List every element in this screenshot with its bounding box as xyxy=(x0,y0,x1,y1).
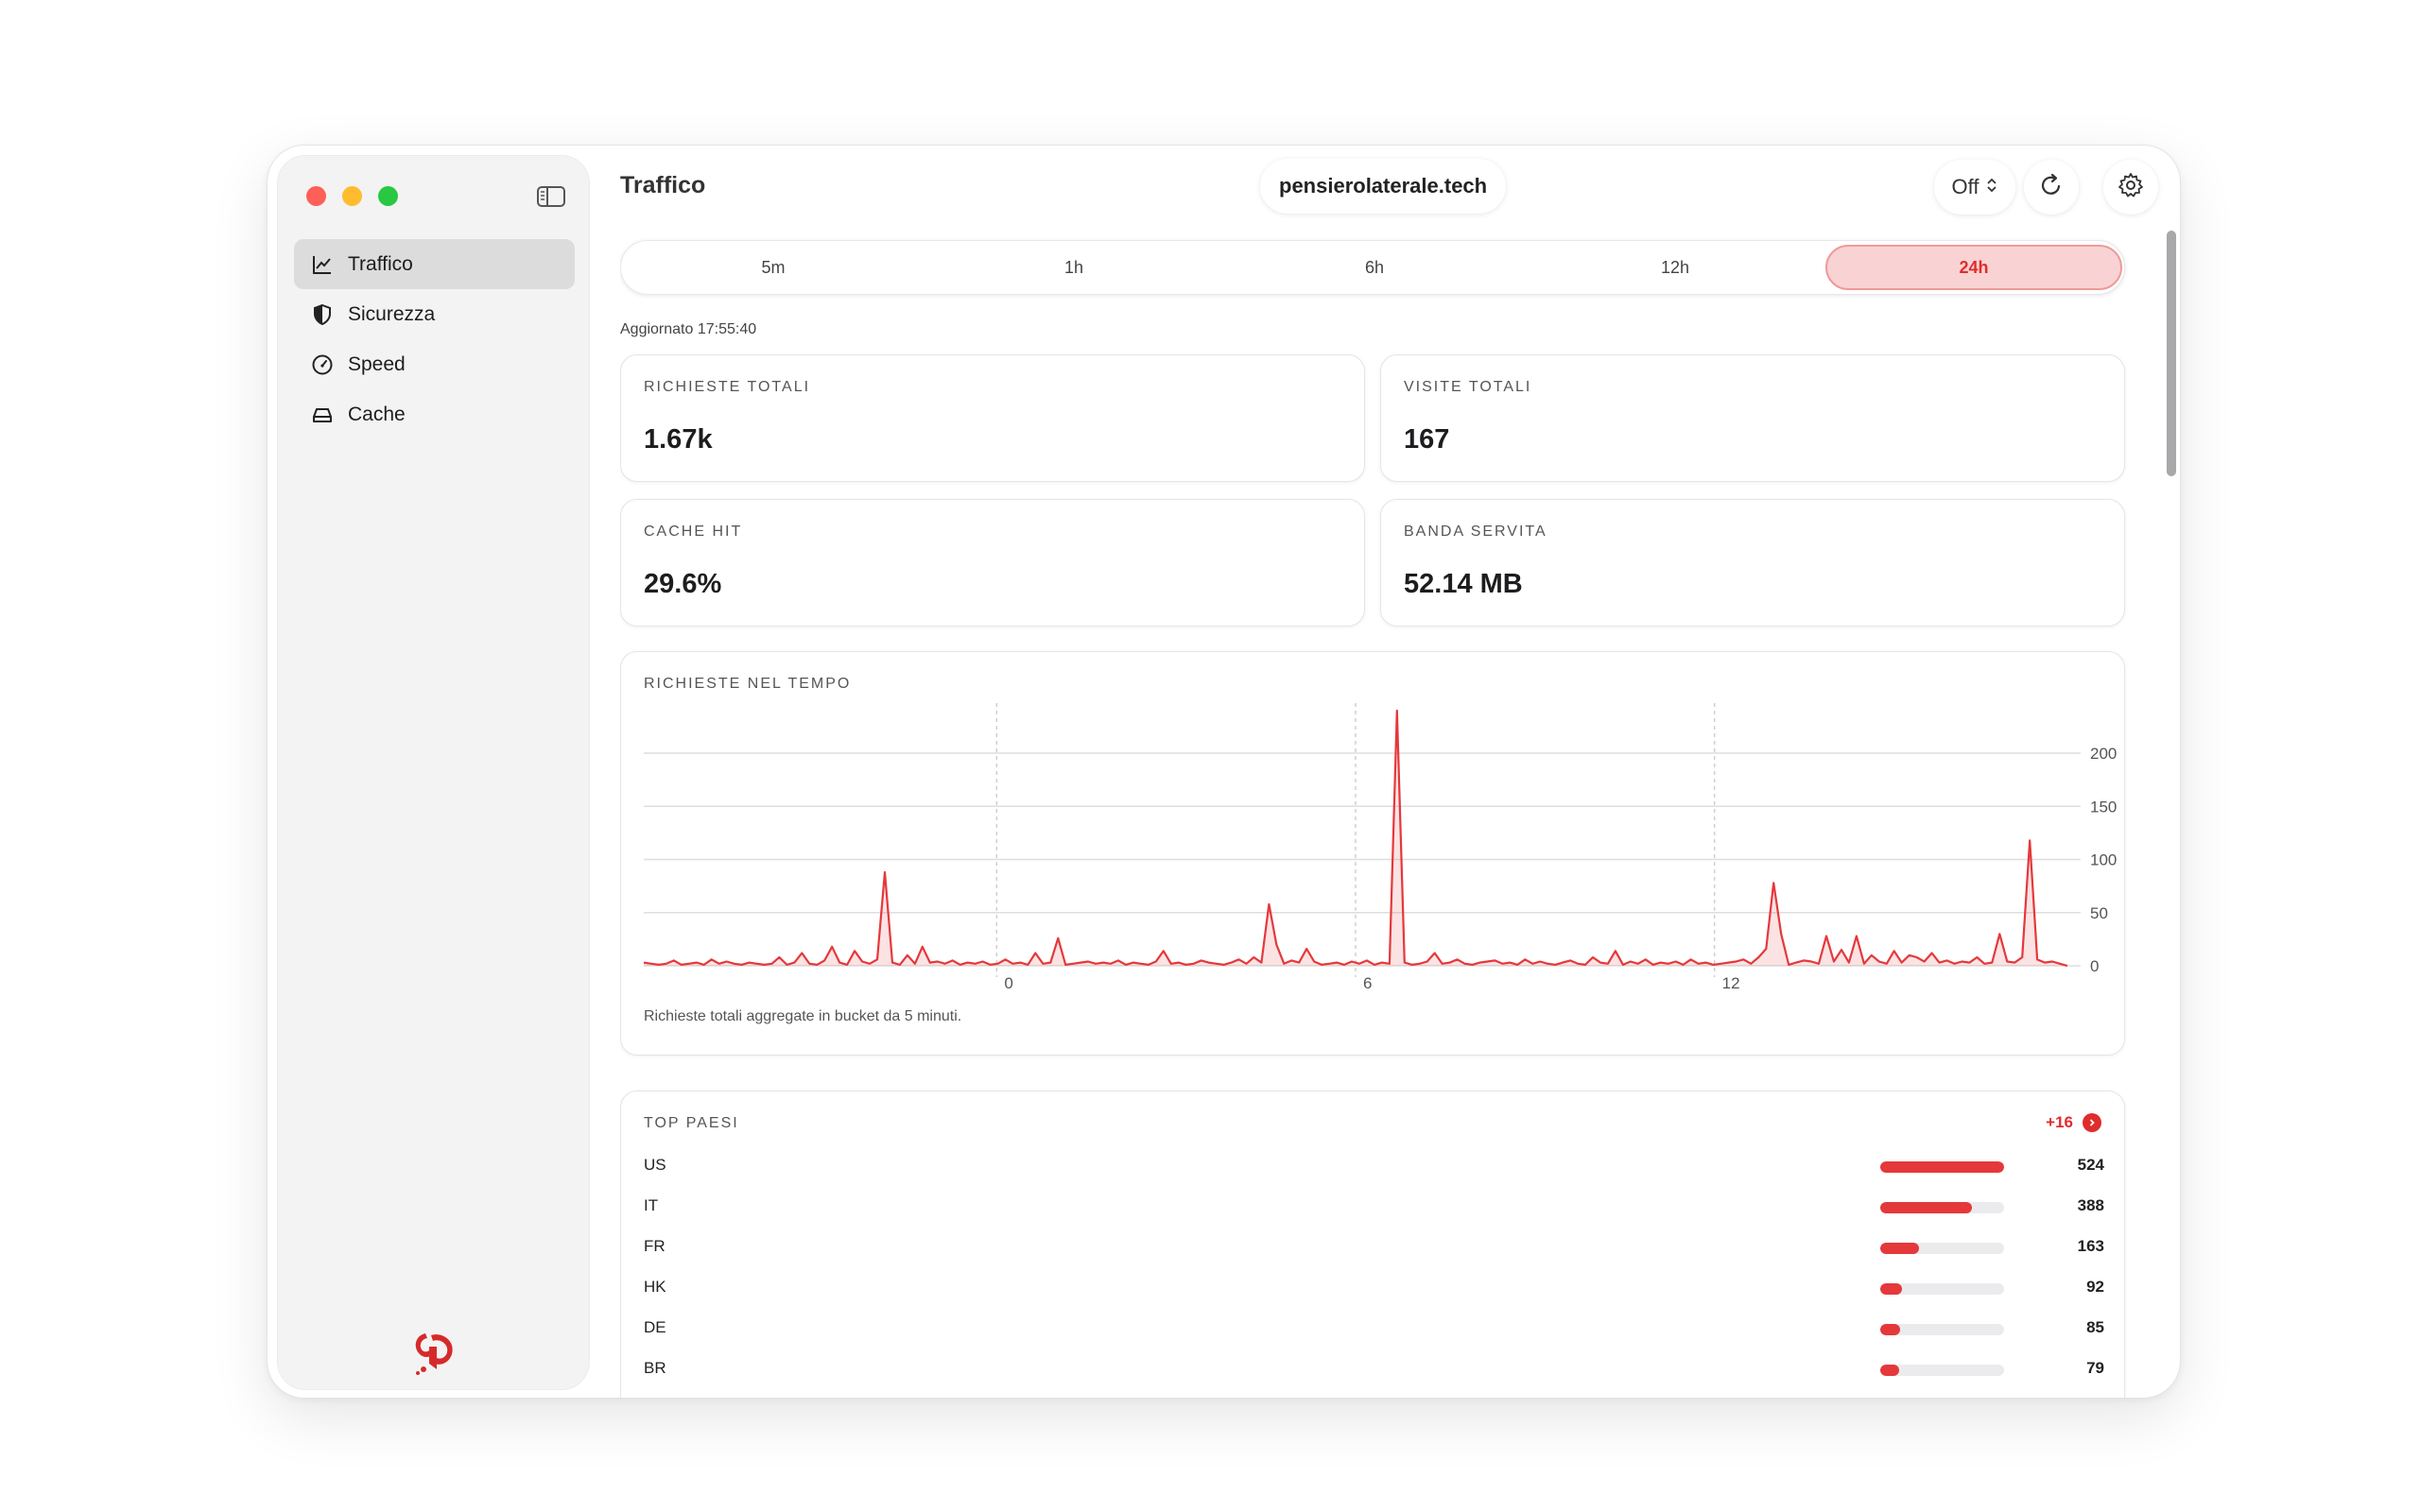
sidebar-item-cache[interactable]: Cache xyxy=(294,389,575,439)
stat-value: 29.6% xyxy=(644,569,722,599)
sidebar-toggle-icon[interactable] xyxy=(536,181,566,212)
stat-card-cache-hit: CACHE HIT 29.6% xyxy=(620,499,1365,627)
refresh-button[interactable] xyxy=(2024,160,2079,215)
country-code: FR xyxy=(644,1237,666,1255)
country-value: 388 xyxy=(2077,1196,2104,1214)
country-bar-fill xyxy=(1880,1161,2004,1173)
chart-line-icon xyxy=(310,252,335,277)
time-range-selector: 5m 1h 6h 12h 24h xyxy=(620,240,2125,295)
country-bar-track xyxy=(1880,1202,2004,1213)
country-bar-track xyxy=(1880,1283,2004,1295)
country-bar-fill xyxy=(1880,1202,1972,1213)
stat-label: VISITE TOTALI xyxy=(1404,379,1532,395)
gear-icon xyxy=(2117,171,2145,204)
sidebar: Traffico Sicurezza Speed Cache xyxy=(277,155,590,1390)
country-bar-fill xyxy=(1880,1283,1902,1295)
chevron-updown-icon xyxy=(1986,175,1997,199)
shield-icon xyxy=(310,302,335,327)
requests-chart: 0 50 100 150 200 0 6 12 xyxy=(643,703,2117,992)
country-row: HK 92 xyxy=(644,1274,2104,1302)
country-code: IT xyxy=(644,1196,659,1214)
country-bar-fill xyxy=(1880,1365,1899,1376)
countries-title: TOP PAESI xyxy=(644,1115,739,1131)
refresh-icon xyxy=(2038,172,2065,203)
country-value: 163 xyxy=(2077,1237,2104,1255)
range-24h[interactable]: 24h xyxy=(1825,245,2122,290)
range-12h[interactable]: 12h xyxy=(1660,257,1690,277)
last-updated: Aggiornato 17:55:40 xyxy=(620,321,757,337)
sidebar-item-label: Cache xyxy=(348,403,406,425)
stat-card-bandwidth: BANDA SERVITA 52.14 MB xyxy=(1380,499,2125,627)
settings-button[interactable] xyxy=(2103,160,2158,215)
chevron-right-icon xyxy=(2083,1113,2101,1132)
close-window-button[interactable] xyxy=(306,186,326,206)
sidebar-item-speed[interactable]: Speed xyxy=(294,339,575,389)
gauge-icon xyxy=(310,352,335,377)
app-logo xyxy=(408,1326,461,1379)
y-tick-label: 100 xyxy=(2090,851,2117,869)
stat-label: BANDA SERVITA xyxy=(1404,524,1547,540)
country-row: BR 79 xyxy=(644,1355,2104,1383)
country-value: 79 xyxy=(2086,1359,2104,1377)
country-row: DE 85 xyxy=(644,1314,2104,1343)
country-row: FR 163 xyxy=(644,1233,2104,1262)
auto-refresh-select[interactable]: Off xyxy=(1934,160,2015,215)
y-tick-label: 50 xyxy=(2090,904,2108,922)
x-tick-label: 0 xyxy=(1004,974,1012,992)
stat-label: RICHIESTE TOTALI xyxy=(644,379,811,395)
minimize-window-button[interactable] xyxy=(342,186,362,206)
country-row: IT 388 xyxy=(644,1193,2104,1221)
stat-label: CACHE HIT xyxy=(644,524,743,540)
requests-chart-card: RICHIESTE NEL TEMPO 0 50 100 150 200 0 6 12 Ric… xyxy=(620,651,2125,1056)
country-bar-track xyxy=(1880,1365,2004,1376)
stat-card-total-visits: VISITE TOTALI 167 xyxy=(1380,354,2125,482)
country-bar-fill xyxy=(1880,1324,1901,1335)
series-line xyxy=(643,709,2068,968)
range-6h[interactable]: 6h xyxy=(1364,257,1385,277)
country-value: 92 xyxy=(2086,1278,2104,1296)
scrollbar[interactable] xyxy=(2164,231,2179,1365)
scrollbar-thumb[interactable] xyxy=(2167,231,2176,476)
drive-icon xyxy=(310,403,335,427)
y-tick-label: 200 xyxy=(2090,745,2117,763)
sidebar-item-label: Sicurezza xyxy=(348,302,436,325)
main-content: 5m 1h 6h 12h 24h Aggiornato 17:55:40 RIC… xyxy=(620,231,2152,1398)
app-window: Traffico Sicurezza Speed Cache xyxy=(267,145,2181,1399)
chart-title: RICHIESTE NEL TEMPO xyxy=(644,676,852,692)
country-bar-fill xyxy=(1880,1243,1919,1254)
country-code: BR xyxy=(644,1359,666,1377)
range-5m[interactable]: 5m xyxy=(761,257,786,277)
y-tick-label: 0 xyxy=(2090,957,2099,975)
auto-refresh-value: Off xyxy=(1951,175,1979,198)
country-row: US 524 xyxy=(644,1152,2104,1180)
country-value: 524 xyxy=(2077,1156,2104,1174)
sidebar-item-label: Traffico xyxy=(348,252,413,275)
range-1h[interactable]: 1h xyxy=(1063,257,1084,277)
stat-card-total-requests: RICHIESTE TOTALI 1.67k xyxy=(620,354,1365,482)
more-count: +16 xyxy=(2046,1113,2073,1131)
chart-caption: Richieste totali aggregate in bucket da … xyxy=(644,1008,962,1024)
country-code: US xyxy=(644,1156,666,1174)
y-tick-label: 150 xyxy=(2090,798,2117,816)
sidebar-item-sicurezza[interactable]: Sicurezza xyxy=(294,289,575,339)
country-value: 85 xyxy=(2086,1318,2104,1336)
domain-selector[interactable]: pensierolaterale.tech xyxy=(1260,159,1507,214)
stat-value: 52.14 MB xyxy=(1404,569,1523,599)
zoom-window-button[interactable] xyxy=(378,186,398,206)
country-code: DE xyxy=(644,1318,666,1336)
country-code: HK xyxy=(644,1278,666,1296)
stat-value: 1.67k xyxy=(644,424,713,455)
page-title: Traffico xyxy=(620,172,706,198)
more-countries-link[interactable]: +16 xyxy=(2046,1113,2101,1132)
top-countries-card: TOP PAESI +16 US 524 IT 388 FR 163 HK 92 DE 85 BR 7… xyxy=(620,1091,2125,1398)
x-tick-label: 6 xyxy=(1363,974,1372,992)
stat-value: 167 xyxy=(1404,424,1450,455)
sidebar-item-traffico[interactable]: Traffico xyxy=(294,239,575,289)
x-tick-label: 12 xyxy=(1722,974,1740,992)
country-bar-track xyxy=(1880,1161,2004,1173)
sidebar-item-label: Speed xyxy=(348,352,406,375)
country-bar-track xyxy=(1880,1324,2004,1335)
country-bar-track xyxy=(1880,1243,2004,1254)
sidebar-nav: Traffico Sicurezza Speed Cache xyxy=(294,239,575,439)
